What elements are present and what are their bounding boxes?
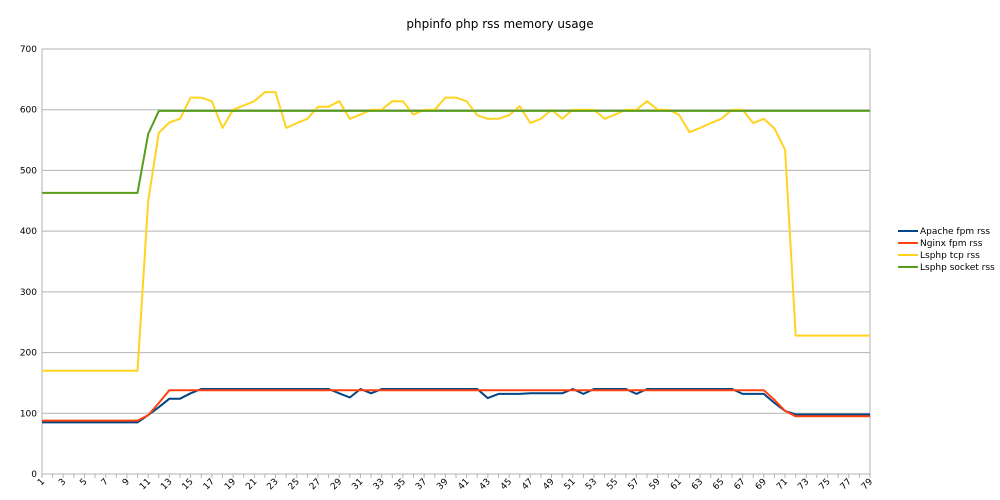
series-line xyxy=(42,109,870,194)
y-tick-label: 0 xyxy=(31,470,37,480)
x-tick-label: 9 xyxy=(121,477,132,488)
x-tick-label: 27 xyxy=(308,477,323,492)
x-tick-label: 39 xyxy=(435,477,450,492)
y-tick-label: 600 xyxy=(20,106,37,116)
legend-label: Lsphp socket rss xyxy=(920,263,995,273)
x-tick-label: 47 xyxy=(520,477,535,492)
x-tick-label: 19 xyxy=(223,477,238,492)
legend-label: Apache fpm rss xyxy=(920,227,990,237)
y-tick-label: 200 xyxy=(20,349,37,359)
x-tick-label: 63 xyxy=(690,477,705,492)
x-tick-label: 49 xyxy=(541,477,556,492)
x-tick-label: 25 xyxy=(287,477,302,492)
x-tick-label: 67 xyxy=(733,477,748,492)
x-tick-label: 37 xyxy=(414,477,429,492)
chart-title: phpinfo php rss memory usage xyxy=(406,17,593,31)
x-tick-label: 65 xyxy=(711,477,726,492)
y-tick-label: 300 xyxy=(20,288,37,298)
x-tick-label: 33 xyxy=(372,477,387,492)
y-tick-label: 500 xyxy=(20,166,37,176)
x-tick-label: 3 xyxy=(57,477,68,488)
x-tick-label: 1 xyxy=(36,477,47,488)
gridlines xyxy=(42,48,870,414)
x-tick-label: 57 xyxy=(626,477,641,492)
x-tick-label: 41 xyxy=(457,477,472,492)
series-line xyxy=(42,388,870,424)
x-tick-label: 59 xyxy=(648,477,663,492)
series-line xyxy=(42,91,870,372)
legend-label: Nginx fpm rss xyxy=(920,239,983,249)
x-tick-label: 23 xyxy=(265,477,280,492)
x-tick-label: 73 xyxy=(796,477,811,492)
x-tick-label: 11 xyxy=(138,477,153,492)
x-tick-label: 15 xyxy=(181,477,196,492)
y-tick-label: 400 xyxy=(20,227,37,237)
x-tick-label: 45 xyxy=(499,477,514,492)
x-tick-label: 5 xyxy=(78,477,89,488)
x-tick-label: 7 xyxy=(100,477,111,488)
series-lines xyxy=(42,91,870,424)
x-tick-label: 29 xyxy=(329,477,344,492)
series-line xyxy=(42,389,870,422)
x-tick-label: 21 xyxy=(244,477,259,492)
x-tick-label: 13 xyxy=(159,477,174,492)
x-tick-label: 75 xyxy=(817,477,832,492)
x-tick-label: 61 xyxy=(669,477,684,492)
x-tick-label: 55 xyxy=(605,477,620,492)
y-tick-label: 100 xyxy=(20,409,37,419)
x-tick-label: 51 xyxy=(563,477,578,492)
x-tick-label: 77 xyxy=(839,477,854,492)
y-tick-label: 700 xyxy=(20,45,37,55)
x-tick-label: 17 xyxy=(202,477,217,492)
x-tick-label: 43 xyxy=(478,477,493,492)
x-tick-label: 69 xyxy=(754,477,769,492)
x-tick-label: 71 xyxy=(775,477,790,492)
x-tick-label: 35 xyxy=(393,477,408,492)
legend: Apache fpm rss Nginx fpm rss Lsphp tcp rss… xyxy=(898,227,995,273)
x-tick-label: 31 xyxy=(350,477,365,492)
x-tick-label: 79 xyxy=(860,477,875,492)
legend-label: Lsphp tcp rss xyxy=(920,251,980,261)
x-tick-label: 53 xyxy=(584,477,599,492)
